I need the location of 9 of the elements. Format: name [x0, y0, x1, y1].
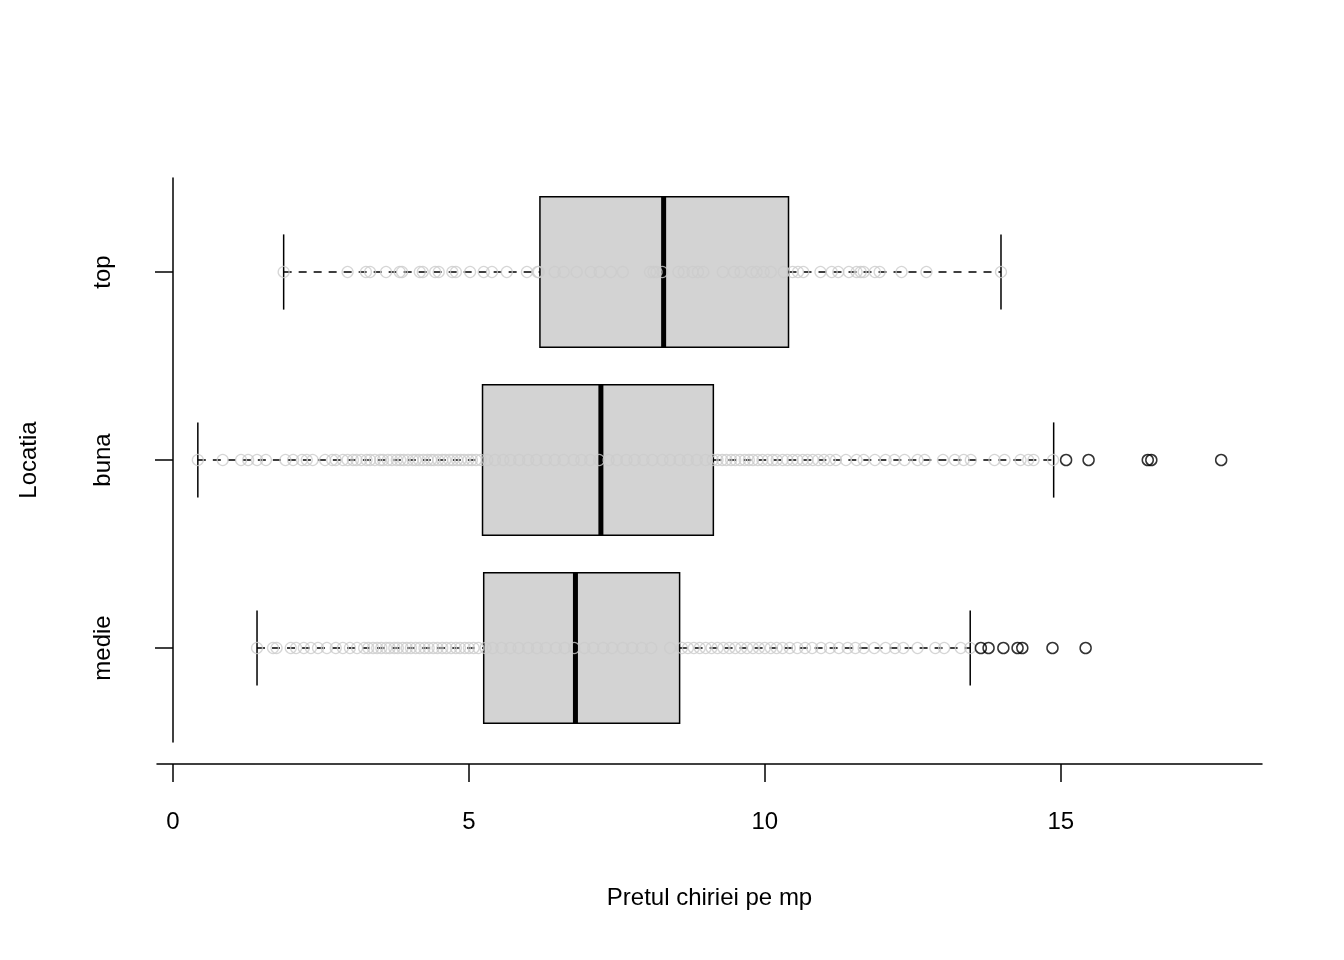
x-tick-label: 15: [1047, 806, 1075, 834]
y-tick-label: medie: [87, 615, 115, 681]
x-tick-label: 10: [751, 806, 779, 834]
y-axis-title: Locatia: [13, 420, 41, 499]
y-tick-label: buna: [87, 432, 115, 487]
x-tick-label: 0: [166, 806, 180, 834]
y-tick-label: top: [87, 255, 115, 289]
x-tick-label: 5: [462, 806, 476, 834]
x-axis-title: Pretul chiriei pe mp: [606, 882, 813, 910]
